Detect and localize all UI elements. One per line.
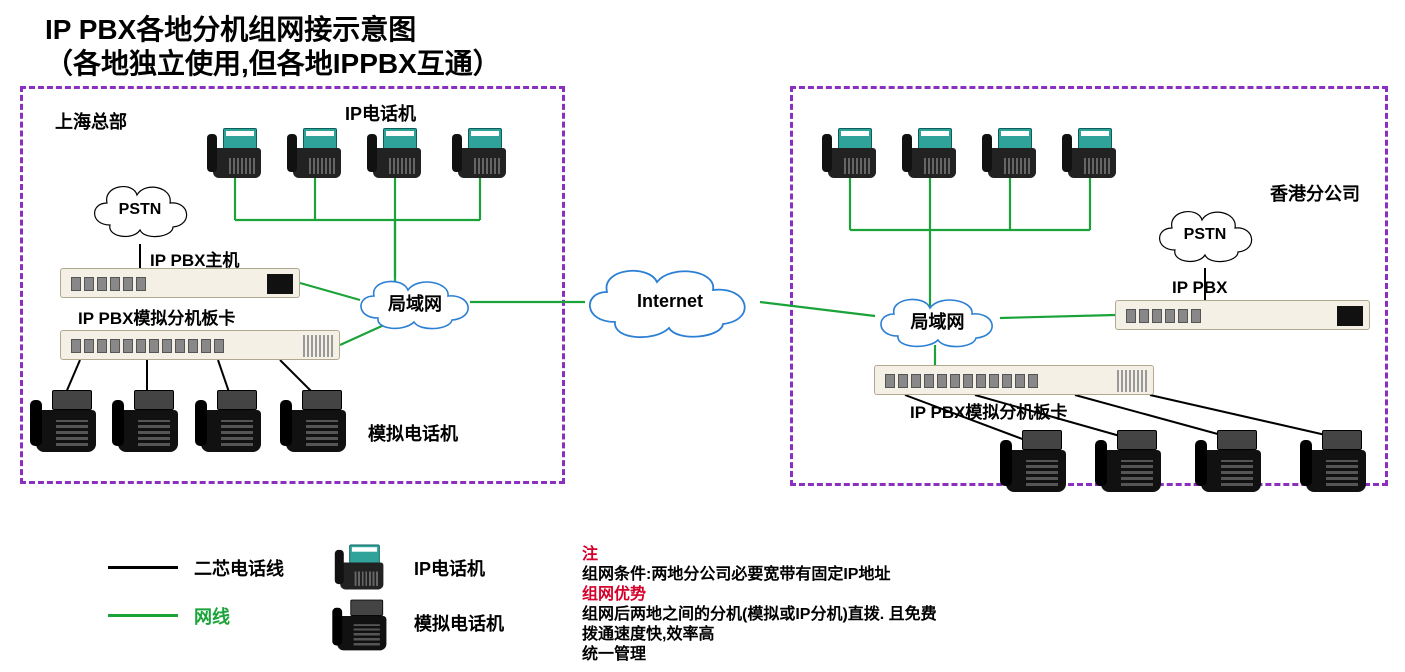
ip-pbx-ext-left-label: IP PBX模拟分机板卡 [78, 304, 235, 329]
ip-pbx-right-label: IP PBX [1172, 278, 1227, 298]
lan-right-label: 局域网 [870, 290, 1005, 352]
legend-phone-line-label: 二芯电话线 [194, 555, 284, 581]
ip-phone-icon [205, 128, 265, 178]
analog-phone-icon [30, 390, 100, 452]
pstn-cloud-right: PSTN [1150, 200, 1260, 270]
notes-adv3: 统一管理 [582, 640, 646, 664]
ip-phone-icon [820, 128, 880, 178]
ip-pbx-ext-right-label: IP PBX模拟分机板卡 [910, 398, 1067, 423]
ip-phone-icon [900, 128, 960, 178]
pstn-cloud-left: PSTN [85, 175, 195, 245]
title-line-2: （各地独立使用,但各地IPPBX互通） [45, 42, 501, 82]
analog-phone-icon [280, 390, 350, 452]
legend-analog-phone-label: 模拟电话机 [414, 610, 504, 636]
rack-ip-pbx-right [1115, 300, 1370, 330]
ip-phone-icon [365, 128, 425, 178]
rack-ip-pbx-main [60, 268, 300, 298]
ip-phone-icon [450, 128, 510, 178]
internet-label: Internet [575, 258, 765, 344]
analog-phone-icon [1095, 430, 1165, 492]
ip-phone-label-left: IP电话机 [345, 100, 416, 126]
legend-ip-phone-label: IP电话机 [414, 555, 485, 581]
legend-ip-phone-icon [333, 545, 387, 590]
lan-left-label: 局域网 [350, 272, 480, 334]
analog-phone-icon [1000, 430, 1070, 492]
internet-cloud: Internet [575, 258, 765, 344]
region-right-label: 香港分公司 [1270, 180, 1360, 206]
analog-phone-icon [112, 390, 182, 452]
analog-phone-icon [1300, 430, 1370, 492]
analog-phone-icon [195, 390, 265, 452]
lan-cloud-left: 局域网 [350, 272, 480, 334]
pstn-left-label: PSTN [85, 175, 195, 245]
lan-cloud-right: 局域网 [870, 290, 1005, 352]
legend-ethernet-icon [108, 614, 178, 617]
pstn-right-label: PSTN [1150, 200, 1260, 270]
legend-ethernet-label: 网线 [194, 603, 230, 629]
ip-phone-icon [285, 128, 345, 178]
rack-ip-pbx-ext-right [874, 365, 1154, 395]
analog-phone-icon [1195, 430, 1265, 492]
rack-ip-pbx-ext-left [60, 330, 340, 360]
legend-phone-line-icon [108, 566, 178, 569]
region-left-label: 上海总部 [55, 108, 127, 134]
legend-analog-phone-icon [332, 600, 389, 651]
ip-phone-icon [1060, 128, 1120, 178]
analog-phone-left-label: 模拟电话机 [368, 420, 458, 446]
ip-phone-icon [980, 128, 1040, 178]
